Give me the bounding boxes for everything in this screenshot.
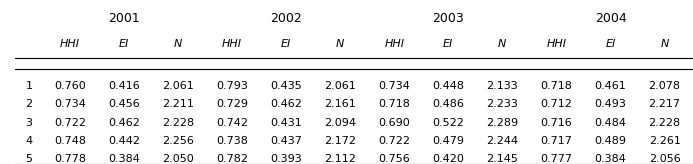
Text: N: N [174,39,182,49]
Text: 0.722: 0.722 [378,136,410,146]
Text: HHI: HHI [222,39,242,49]
Text: 0.448: 0.448 [432,81,464,91]
Text: 2.289: 2.289 [486,118,518,128]
Text: 2.094: 2.094 [324,118,356,128]
Text: 0.435: 0.435 [270,81,302,91]
Text: 0.479: 0.479 [432,136,464,146]
Text: 2.078: 2.078 [649,81,681,91]
Text: 0.777: 0.777 [541,154,572,164]
Text: EI: EI [444,39,453,49]
Text: N: N [660,39,669,49]
Text: 3: 3 [26,118,33,128]
Text: 2.244: 2.244 [486,136,518,146]
Text: 0.712: 0.712 [541,99,572,109]
Text: 0.393: 0.393 [270,154,302,164]
Text: 0.782: 0.782 [216,154,248,164]
Text: HHI: HHI [384,39,404,49]
Text: 2.233: 2.233 [486,99,518,109]
Text: HHI: HHI [547,39,566,49]
Text: 0.748: 0.748 [54,136,86,146]
Text: 5: 5 [26,154,33,164]
Text: 0.489: 0.489 [595,136,626,146]
Text: 0.462: 0.462 [270,99,302,109]
Text: 2.172: 2.172 [324,136,356,146]
Text: 0.461: 0.461 [595,81,626,91]
Text: 0.431: 0.431 [270,118,302,128]
Text: 0.734: 0.734 [54,99,86,109]
Text: HHI: HHI [60,39,80,49]
Text: 0.522: 0.522 [432,118,464,128]
Text: 0.416: 0.416 [108,81,140,91]
Text: 0.462: 0.462 [108,118,140,128]
Text: 0.717: 0.717 [541,136,572,146]
Text: 0.486: 0.486 [432,99,464,109]
Text: 2003: 2003 [432,12,464,25]
Text: 0.442: 0.442 [108,136,140,146]
Text: 2.050: 2.050 [162,154,194,164]
Text: 2002: 2002 [270,12,302,25]
Text: 2.228: 2.228 [649,118,681,128]
Text: N: N [498,39,507,49]
Text: 0.756: 0.756 [378,154,410,164]
Text: 2.161: 2.161 [324,99,356,109]
Text: 1: 1 [26,81,33,91]
Text: 4: 4 [26,136,33,146]
Text: 0.716: 0.716 [541,118,572,128]
Text: 2.211: 2.211 [162,99,194,109]
Text: 0.420: 0.420 [432,154,464,164]
Text: 0.484: 0.484 [595,118,626,128]
Text: 2.217: 2.217 [649,99,681,109]
Text: 0.793: 0.793 [216,81,248,91]
Text: 0.493: 0.493 [595,99,626,109]
Text: 2.112: 2.112 [324,154,356,164]
Text: 0.384: 0.384 [595,154,626,164]
Text: 0.734: 0.734 [378,81,410,91]
Text: N: N [336,39,344,49]
Text: 2.061: 2.061 [162,81,194,91]
Text: EI: EI [119,39,129,49]
Text: 2: 2 [26,99,33,109]
Text: 0.722: 0.722 [54,118,86,128]
Text: 0.729: 0.729 [216,99,248,109]
Text: 2.261: 2.261 [649,136,681,146]
Text: EI: EI [606,39,615,49]
Text: 2001: 2001 [108,12,140,25]
Text: EI: EI [281,39,291,49]
Text: 2.056: 2.056 [649,154,681,164]
Text: 0.718: 0.718 [541,81,572,91]
Text: 0.778: 0.778 [54,154,86,164]
Text: 2.256: 2.256 [162,136,194,146]
Text: 0.384: 0.384 [108,154,140,164]
Text: 2.228: 2.228 [162,118,194,128]
Text: 0.718: 0.718 [378,99,410,109]
Text: 0.690: 0.690 [378,118,410,128]
Text: 0.760: 0.760 [54,81,86,91]
Text: 2.133: 2.133 [486,81,518,91]
Text: 0.456: 0.456 [108,99,140,109]
Text: 0.738: 0.738 [216,136,248,146]
Text: 2.145: 2.145 [486,154,518,164]
Text: 2004: 2004 [595,12,626,25]
Text: 2.061: 2.061 [324,81,356,91]
Text: 0.437: 0.437 [270,136,302,146]
Text: 0.742: 0.742 [216,118,248,128]
